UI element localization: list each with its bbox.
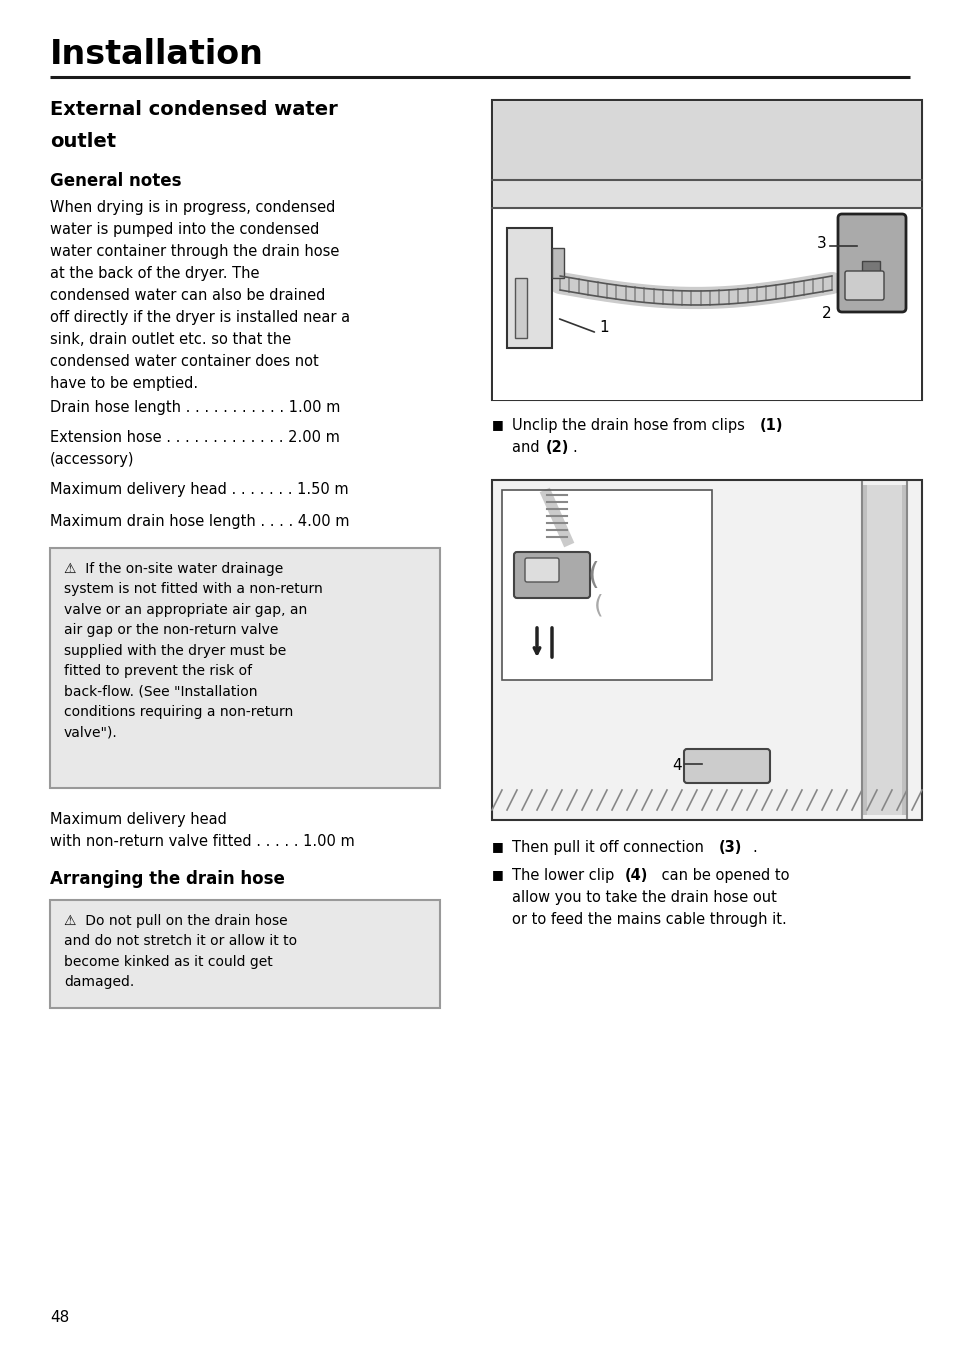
FancyBboxPatch shape <box>524 558 558 581</box>
Text: ■: ■ <box>492 840 503 853</box>
Text: (1): (1) <box>760 418 782 433</box>
Bar <box>506 228 552 347</box>
Text: 4: 4 <box>672 758 681 773</box>
Text: ■: ■ <box>492 418 503 431</box>
Bar <box>50 900 439 1009</box>
Bar <box>492 100 921 400</box>
Text: water container through the drain hose: water container through the drain hose <box>50 243 339 260</box>
Bar <box>862 485 906 815</box>
Text: condensed water container does not: condensed water container does not <box>50 354 318 369</box>
Text: General notes: General notes <box>50 172 181 191</box>
Text: and: and <box>512 439 543 456</box>
Text: (: ( <box>586 561 598 589</box>
FancyBboxPatch shape <box>837 214 905 312</box>
Bar <box>862 261 879 296</box>
Text: Maximum drain hose length . . . . 4.00 m: Maximum drain hose length . . . . 4.00 m <box>50 514 349 529</box>
Text: ⚠  Do not pull on the drain hose
and do not stretch it or allow it to
become kin: ⚠ Do not pull on the drain hose and do n… <box>64 914 296 990</box>
Text: Then pull it off connection: Then pull it off connection <box>512 840 708 854</box>
FancyBboxPatch shape <box>514 552 589 598</box>
Bar <box>552 247 563 279</box>
Text: water is pumped into the condensed: water is pumped into the condensed <box>50 222 319 237</box>
Text: allow you to take the drain hose out: allow you to take the drain hose out <box>512 890 776 904</box>
Text: .: . <box>751 840 756 854</box>
Text: 2: 2 <box>821 306 831 320</box>
Text: Installation: Installation <box>50 38 264 72</box>
Text: (3): (3) <box>719 840 741 854</box>
Text: (accessory): (accessory) <box>50 452 134 466</box>
Text: Maximum delivery head: Maximum delivery head <box>50 813 227 827</box>
Text: 3: 3 <box>817 235 826 250</box>
Bar <box>866 485 901 815</box>
Text: 48: 48 <box>50 1310 70 1325</box>
Text: (4): (4) <box>624 868 648 883</box>
Text: (2): (2) <box>545 439 569 456</box>
Text: condensed water can also be drained: condensed water can also be drained <box>50 288 325 303</box>
Text: When drying is in progress, condensed: When drying is in progress, condensed <box>50 200 335 215</box>
Text: (: ( <box>594 594 603 617</box>
Text: Arranging the drain hose: Arranging the drain hose <box>50 869 285 888</box>
Bar <box>50 548 439 788</box>
Text: outlet: outlet <box>50 132 116 151</box>
Bar <box>493 208 920 400</box>
Text: at the back of the dryer. The: at the back of the dryer. The <box>50 266 259 281</box>
FancyBboxPatch shape <box>844 270 883 300</box>
Bar <box>493 101 920 180</box>
Bar <box>515 279 526 338</box>
Text: ■: ■ <box>492 868 503 882</box>
Text: have to be emptied.: have to be emptied. <box>50 376 198 391</box>
FancyBboxPatch shape <box>683 749 769 783</box>
Text: .: . <box>572 439 577 456</box>
Text: External condensed water: External condensed water <box>50 100 337 119</box>
Text: Drain hose length . . . . . . . . . . . 1.00 m: Drain hose length . . . . . . . . . . . … <box>50 400 340 415</box>
Text: sink, drain outlet etc. so that the: sink, drain outlet etc. so that the <box>50 333 291 347</box>
Bar <box>493 180 920 208</box>
Text: off directly if the dryer is installed near a: off directly if the dryer is installed n… <box>50 310 350 324</box>
Text: Extension hose . . . . . . . . . . . . . 2.00 m: Extension hose . . . . . . . . . . . . .… <box>50 430 339 445</box>
Text: Maximum delivery head . . . . . . . 1.50 m: Maximum delivery head . . . . . . . 1.50… <box>50 483 348 498</box>
Text: can be opened to: can be opened to <box>657 868 789 883</box>
Text: ⚠  If the on-site water drainage
system is not fitted with a non-return
valve or: ⚠ If the on-site water drainage system i… <box>64 562 322 740</box>
Text: Unclip the drain hose from clips: Unclip the drain hose from clips <box>512 418 749 433</box>
Text: 1: 1 <box>598 320 608 335</box>
Text: The lower clip: The lower clip <box>512 868 618 883</box>
Text: or to feed the mains cable through it.: or to feed the mains cable through it. <box>512 913 786 927</box>
Text: with non-return valve fitted . . . . . 1.00 m: with non-return valve fitted . . . . . 1… <box>50 834 355 849</box>
Bar <box>501 489 711 680</box>
Bar <box>492 480 921 821</box>
